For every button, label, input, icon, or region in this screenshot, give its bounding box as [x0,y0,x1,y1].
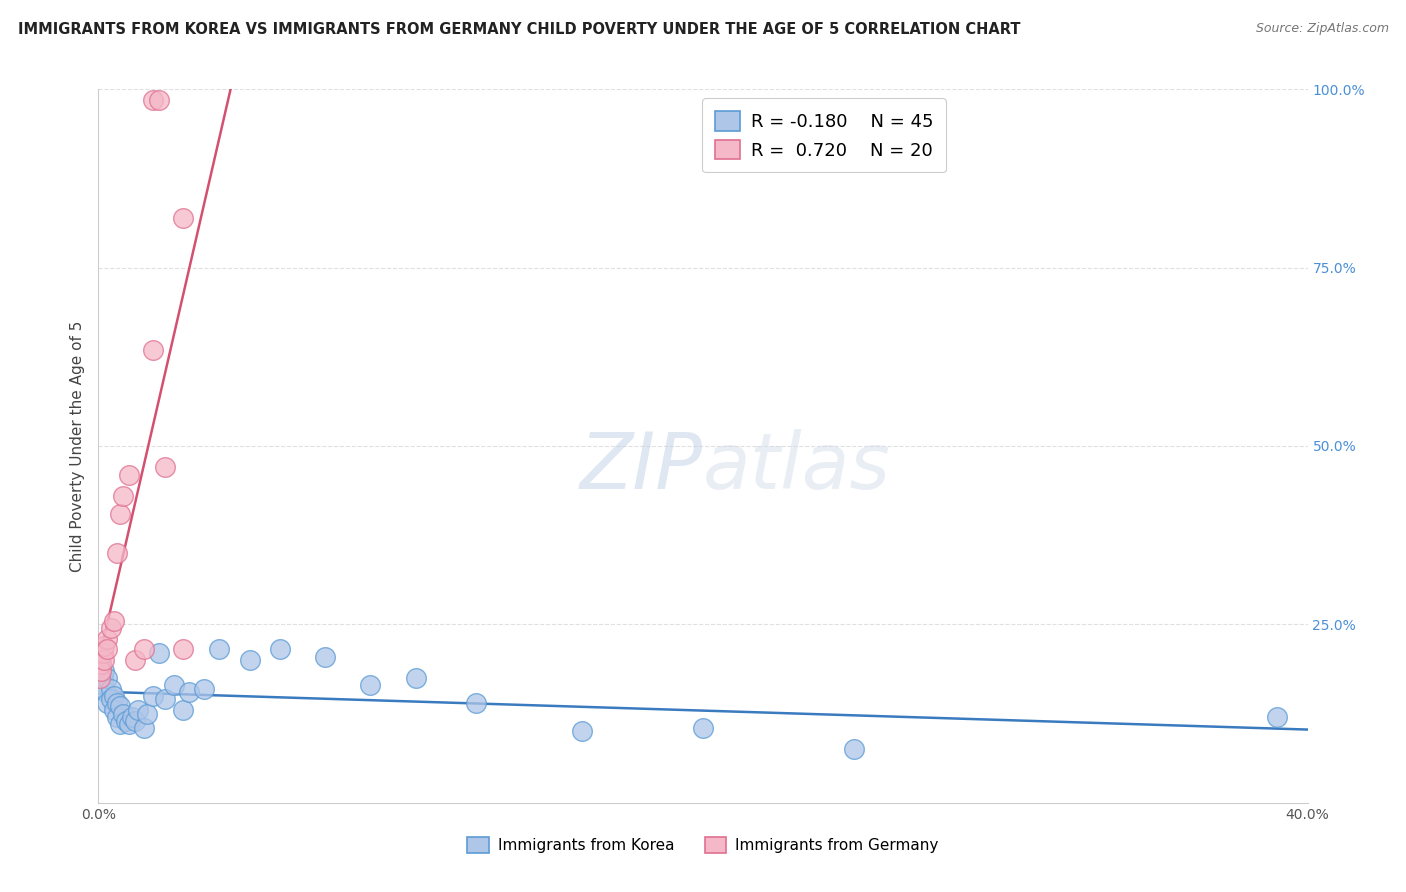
Point [100,681,122,696]
Point [96,671,118,685]
Point [93,639,115,653]
Point [172,211,194,225]
Text: ZIP: ZIP [581,429,703,506]
Point [172,642,194,657]
Point [89,674,111,689]
Y-axis label: Child Poverty Under the Age of 5: Child Poverty Under the Age of 5 [70,320,86,572]
Point [465,696,488,710]
Point [94,685,117,699]
Point [96,632,118,646]
Point [89,660,111,674]
Point [103,689,125,703]
Point [124,653,146,667]
Point [153,692,176,706]
Point [111,489,134,503]
Point [90,657,112,671]
Point [89,660,111,674]
Point [844,742,866,756]
Point [118,467,141,482]
Point [100,621,122,635]
Point [93,664,115,678]
Point [108,699,131,714]
Point [172,703,194,717]
Point [148,646,170,660]
Point [93,653,115,667]
Point [132,721,155,735]
Text: Source: ZipAtlas.com: Source: ZipAtlas.com [1256,22,1389,36]
Point [93,678,115,692]
Point [105,546,128,560]
Point [405,671,427,685]
Point [91,671,114,685]
Point [114,714,136,728]
Point [105,710,128,724]
Point [100,692,122,706]
Point [1267,710,1289,724]
Point [314,649,336,664]
Point [90,664,112,678]
Point [103,703,125,717]
Point [108,717,131,731]
Text: IMMIGRANTS FROM KOREA VS IMMIGRANTS FROM GERMANY CHILD POVERTY UNDER THE AGE OF : IMMIGRANTS FROM KOREA VS IMMIGRANTS FROM… [18,22,1021,37]
Point [153,460,176,475]
Point [148,93,170,107]
Point [96,696,118,710]
Point [692,721,714,735]
Point [108,507,131,521]
Point [96,642,118,657]
Point [124,714,146,728]
Legend: Immigrants from Korea, Immigrants from Germany: Immigrants from Korea, Immigrants from G… [461,830,945,859]
Point [571,724,593,739]
Point [142,343,165,357]
Point [90,681,112,696]
Point [90,657,112,671]
Point [142,689,165,703]
Point [269,642,291,657]
Point [135,706,157,721]
Point [163,678,186,692]
Point [142,93,165,107]
Point [121,710,143,724]
Point [127,703,149,717]
Point [105,696,128,710]
Point [360,678,382,692]
Point [91,646,114,660]
Point [118,717,141,731]
Point [179,685,201,699]
Point [90,664,112,678]
Point [89,671,111,685]
Point [193,681,215,696]
Point [239,653,262,667]
Point [103,614,125,628]
Text: atlas: atlas [703,429,891,506]
Point [132,642,155,657]
Point [208,642,231,657]
Point [111,706,134,721]
